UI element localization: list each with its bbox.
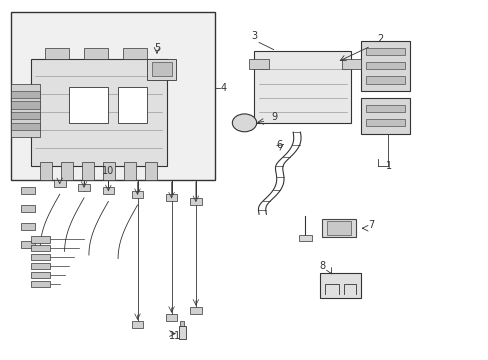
Text: 7: 7 [368,220,374,230]
Text: 5: 5 [154,44,160,53]
Bar [147,59,176,80]
Bar [54,180,65,187]
Bar [30,263,50,269]
Bar [361,98,409,134]
Bar [299,235,311,241]
Bar [69,87,108,123]
Bar [21,241,35,248]
Bar [180,321,184,327]
Bar [61,162,73,180]
Bar [366,76,404,84]
Bar [11,123,40,130]
Bar [21,187,35,194]
Bar [341,59,361,69]
Bar [361,41,409,91]
Bar [131,321,143,328]
Circle shape [232,114,256,132]
Bar [102,187,114,194]
Text: 10: 10 [102,166,114,176]
Bar [366,105,404,112]
Text: 2: 2 [377,35,383,45]
Bar [152,62,171,76]
Bar [11,84,40,137]
Bar [84,48,108,59]
Bar [11,102,40,109]
Bar [254,51,351,123]
Text: 9: 9 [271,112,277,122]
Bar [190,198,201,205]
Bar [30,236,50,243]
Bar [366,48,404,55]
Bar [366,119,404,126]
Bar [190,307,201,314]
Bar [21,205,35,212]
Bar [165,314,177,321]
Text: 6: 6 [276,140,282,150]
Bar [249,59,268,69]
Bar [45,48,69,59]
Bar [123,162,136,180]
Text: 4: 4 [220,83,226,93]
Bar [21,223,35,230]
Bar [179,327,186,339]
Text: 3: 3 [251,31,257,41]
Bar [78,184,90,191]
Bar [144,162,157,180]
Bar [30,59,166,166]
Bar [30,281,50,287]
Bar [322,219,356,237]
Text: 11: 11 [169,331,181,341]
Bar [366,62,404,69]
Bar [103,162,115,180]
Bar [165,194,177,202]
Bar [11,91,40,98]
Bar [30,254,50,260]
Bar [122,48,147,59]
Bar [30,245,50,251]
Bar [30,272,50,278]
Bar [40,162,52,180]
Bar [326,221,351,235]
Bar [11,12,215,180]
Bar [11,112,40,119]
Bar [131,191,143,198]
Text: 8: 8 [319,261,325,271]
Text: 1: 1 [385,161,391,171]
Bar [118,87,147,123]
Bar [82,162,94,180]
Bar [319,273,361,298]
